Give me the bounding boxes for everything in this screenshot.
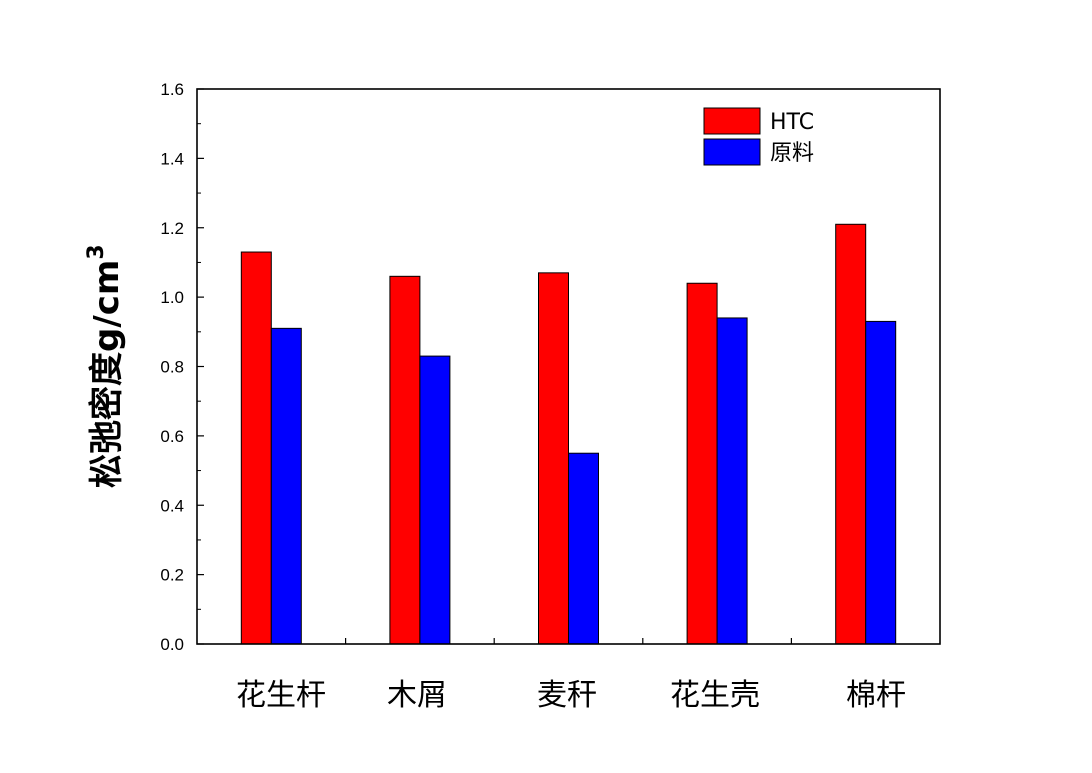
x-category-label: 棉杆 bbox=[846, 678, 906, 713]
x-category-label: 花生壳 bbox=[670, 678, 760, 713]
bar-htc-2 bbox=[389, 275, 421, 645]
y-axis-title-text: 松弛密度g/cm bbox=[87, 260, 127, 488]
y-tick-label: 0.0 bbox=[160, 635, 184, 654]
bar-raw-5 bbox=[865, 320, 897, 645]
legend-label-htc: HTC bbox=[770, 110, 814, 135]
bars-layer bbox=[240, 223, 897, 645]
y-tick-label: 1.6 bbox=[160, 80, 184, 99]
bar-raw-3 bbox=[568, 452, 599, 645]
legend-swatch-raw bbox=[703, 138, 761, 166]
bar-htc-5 bbox=[835, 223, 867, 645]
x-category-label: 麦秆 bbox=[537, 678, 597, 713]
x-category-label: 花生杆 bbox=[236, 678, 326, 713]
y-tick-label: 0.2 bbox=[160, 566, 184, 585]
x-category-label: 木屑 bbox=[387, 678, 447, 713]
y-tick-label: 0.8 bbox=[160, 358, 184, 377]
y-tick-label: 0.6 bbox=[160, 427, 184, 446]
y-axis-title: 松弛密度g/cm3 bbox=[84, 244, 127, 488]
legend: HTC 原料 bbox=[703, 107, 814, 166]
y-tick-label: 0.4 bbox=[160, 496, 184, 515]
bar-htc-1 bbox=[240, 251, 272, 645]
bar-htc-4 bbox=[686, 282, 718, 645]
y-tick-label: 1.2 bbox=[160, 219, 184, 238]
bar-raw-4 bbox=[716, 317, 748, 645]
y-axis-tick-labels: 0.0 0.2 0.4 0.6 0.8 1.0 1.2 1.4 1.6 bbox=[160, 80, 184, 654]
bar-raw-2 bbox=[419, 355, 451, 645]
y-tick-label: 1.4 bbox=[160, 149, 184, 168]
bar-raw-1 bbox=[270, 327, 302, 645]
legend-swatch-htc bbox=[703, 107, 761, 135]
legend-label-raw: 原料 bbox=[770, 141, 814, 166]
y-axis-title-superscript: 3 bbox=[84, 244, 109, 259]
x-axis-category-labels: 花生杆 木屑 麦秆 花生壳 棉杆 bbox=[236, 678, 906, 713]
bar-htc-3 bbox=[538, 272, 569, 645]
y-tick-label: 1.0 bbox=[160, 288, 184, 307]
y-axis-ticks bbox=[197, 88, 793, 645]
